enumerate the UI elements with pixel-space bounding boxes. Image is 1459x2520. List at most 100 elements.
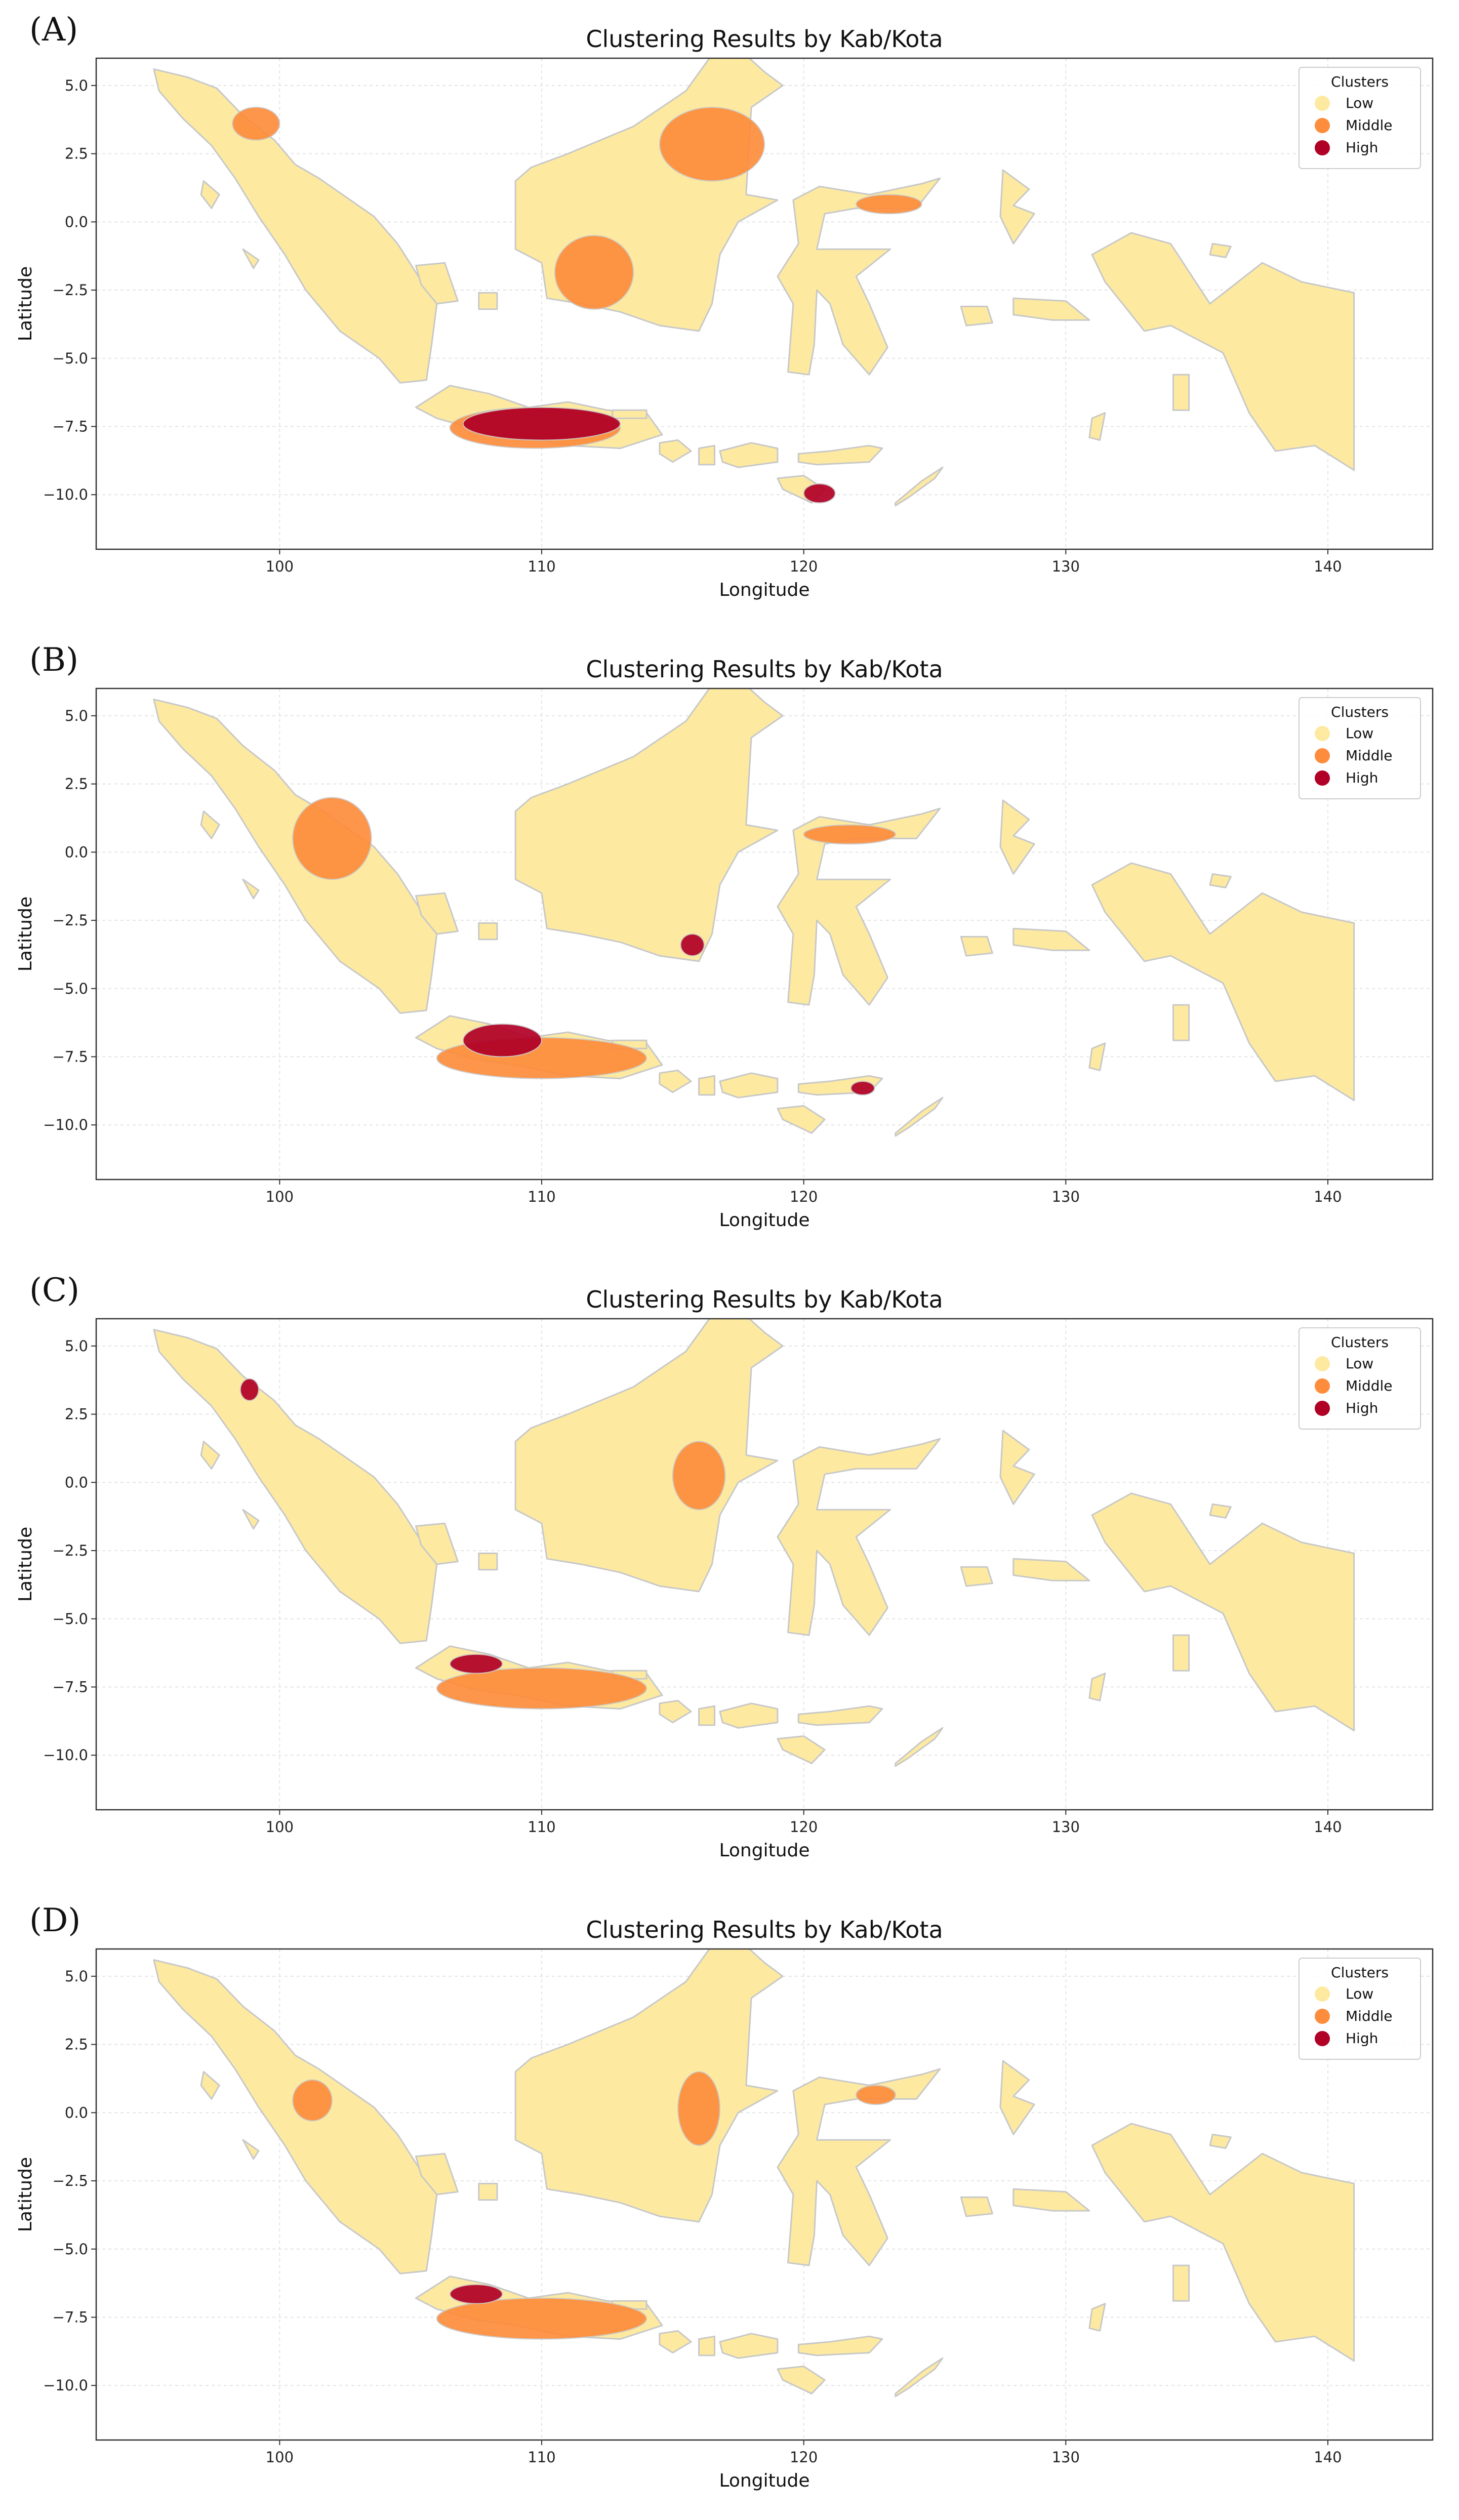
island-nias	[200, 810, 220, 839]
y-tick-label: −5.0	[53, 1610, 88, 1628]
cluster-region-high	[462, 407, 621, 441]
legend-marker-low	[1315, 96, 1330, 111]
island-papua	[1091, 2123, 1355, 2362]
x-tick-label: 130	[1052, 2449, 1080, 2466]
island-sulawesi	[777, 2068, 941, 2266]
y-tick-label: −5.0	[53, 980, 88, 997]
y-tick-label: −2.5	[53, 912, 88, 929]
island-buru	[960, 2196, 993, 2217]
legend-label-middle: Middle	[1346, 2008, 1393, 2024]
panel-label: (B)	[29, 641, 78, 679]
map-panel: (B) Clustering Results by Kab/Kota 100 110 1…	[0, 630, 1459, 1258]
map-chart: Clustering Results by Kab/Kota 100 110 120 1…	[15, 1916, 1434, 2491]
chart-title: Clustering Results by Kab/Kota	[586, 1286, 943, 1313]
legend-marker-low	[1315, 726, 1330, 741]
x-tick-label: 120	[790, 558, 818, 575]
x-axis-label: Longitude	[719, 580, 809, 600]
island-halmahera	[999, 1430, 1035, 1505]
y-tick-label: −5.0	[53, 350, 88, 367]
island-siberut	[242, 248, 260, 269]
legend-label-middle: Middle	[1346, 1377, 1393, 1394]
island-yamdena	[1088, 2303, 1106, 2332]
island-biak	[1209, 242, 1232, 258]
island-bangka	[415, 892, 459, 935]
legend-label-middle: Middle	[1346, 747, 1393, 764]
island-halmahera	[999, 2060, 1035, 2135]
x-tick-label: 140	[1314, 2449, 1342, 2466]
island-timor	[895, 2357, 944, 2397]
island-seram	[1012, 1558, 1090, 1581]
x-tick-label: 130	[1052, 1188, 1080, 1205]
island-buru	[960, 1566, 993, 1587]
island-papua	[1091, 232, 1355, 471]
y-tick-label: 5.0	[65, 1968, 88, 1985]
x-tick-label: 100	[266, 2449, 294, 2466]
cluster-region-middle	[803, 824, 896, 845]
y-tick-label: −7.5	[53, 1048, 88, 1066]
cluster-region-high	[850, 1081, 875, 1095]
x-tick-label: 100	[266, 1818, 294, 1836]
y-tick-label: −2.5	[53, 2172, 88, 2189]
legend: Clusters Low Middle High	[1299, 1327, 1421, 1430]
cluster-region-middle	[659, 107, 765, 182]
island-bangka	[415, 262, 459, 305]
island-lombok	[698, 1075, 716, 1096]
y-tick-label: 2.5	[65, 2036, 88, 2053]
legend-label-high: High	[1346, 1400, 1378, 1416]
island-lombok	[698, 444, 716, 466]
y-tick-label: 5.0	[65, 77, 88, 94]
legend-title: Clusters	[1331, 1334, 1389, 1351]
panel-label: (C)	[29, 1272, 79, 1309]
map-panel: (C) Clustering Results by Kab/Kota 100 110 1…	[0, 1261, 1459, 1888]
axes-frame	[95, 1318, 1434, 1811]
island-nias	[200, 180, 220, 209]
island-bali	[659, 1699, 692, 1724]
island-aru	[1172, 1004, 1190, 1041]
cluster-region-middle	[672, 1441, 726, 1511]
axes-frame	[95, 57, 1434, 550]
legend-label-low: Low	[1346, 95, 1373, 111]
x-tick-label: 140	[1314, 558, 1342, 575]
x-tick-label: 110	[528, 1818, 555, 1836]
island-belitung	[478, 292, 498, 310]
island-aru	[1172, 2264, 1190, 2302]
island-biak	[1209, 2133, 1232, 2149]
island-belitung	[478, 1552, 498, 1571]
x-tick-label: 110	[528, 558, 555, 575]
island-sulawesi	[777, 177, 941, 376]
legend-marker-high	[1315, 770, 1330, 786]
axes-frame	[95, 1948, 1434, 2441]
island-sumba	[777, 1105, 826, 1134]
x-tick-label: 140	[1314, 1818, 1342, 1836]
y-tick-label: −2.5	[53, 281, 88, 299]
island-siberut	[242, 2139, 260, 2160]
island-buru	[960, 305, 993, 327]
island-seram	[1012, 297, 1090, 321]
island-timor	[895, 1727, 944, 1767]
legend-title: Clusters	[1331, 704, 1389, 720]
island-nias	[200, 2071, 220, 2100]
legend-label-low: Low	[1346, 1985, 1373, 2002]
y-tick-label: 2.5	[65, 145, 88, 162]
island-halmahera	[999, 169, 1035, 245]
y-tick-label: −7.5	[53, 1679, 88, 1696]
cluster-region-high	[462, 1023, 543, 1058]
island-sumbawa	[719, 2333, 779, 2359]
cluster-region-middle	[856, 2085, 896, 2105]
legend-label-middle: Middle	[1346, 117, 1393, 134]
x-tick-label: 120	[790, 2449, 818, 2466]
island-borneo	[514, 58, 784, 332]
x-tick-label: 110	[528, 1188, 555, 1205]
map-chart: Clustering Results by Kab/Kota 100 110 120 1…	[15, 656, 1434, 1231]
island-bali	[659, 1069, 692, 1093]
chart-title: Clustering Results by Kab/Kota	[586, 656, 943, 683]
island-papua	[1091, 862, 1355, 1102]
island-sumba	[777, 2366, 826, 2394]
island-seram	[1012, 927, 1090, 951]
cluster-region-middle	[292, 2079, 333, 2122]
legend-marker-high	[1315, 140, 1330, 155]
y-tick-label: 2.5	[65, 776, 88, 793]
island-sulawesi	[777, 807, 941, 1006]
island-timor	[895, 1096, 944, 1137]
x-tick-label: 110	[528, 2449, 555, 2466]
